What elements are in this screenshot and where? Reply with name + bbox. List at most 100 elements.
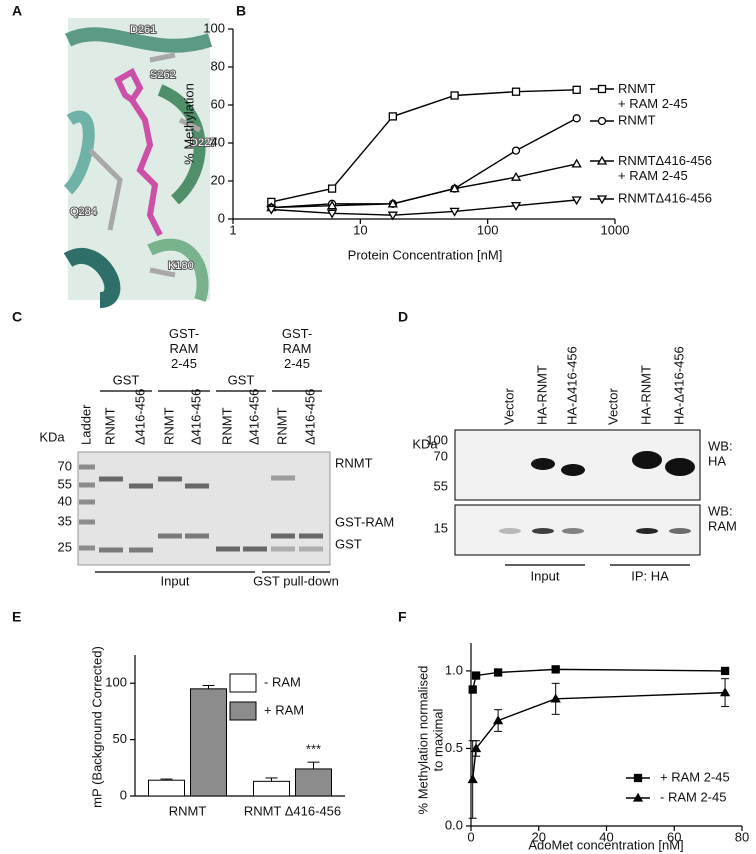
lane-label: RNMT — [219, 407, 234, 445]
marker — [510, 202, 522, 212]
blot-band — [665, 458, 695, 476]
bar — [190, 688, 227, 797]
y-axis-title: mP (Background Corrected) — [89, 646, 104, 808]
y-axis-title: % Methylation normalisedto maximal — [416, 666, 446, 815]
y-tick-label: 40 — [211, 134, 225, 149]
legend-label: RNMT — [618, 112, 656, 127]
marker — [388, 112, 397, 121]
y-tick-label: 100 — [203, 20, 225, 35]
marker-label: 70 — [58, 458, 72, 473]
lane-label: Δ416-456 — [132, 389, 147, 445]
y-tick-label: 60 — [211, 96, 225, 111]
marker — [468, 685, 477, 694]
y-tick-label: 0.5 — [445, 740, 463, 755]
gel-band — [129, 483, 153, 489]
gel-band — [271, 546, 295, 552]
gel-band — [99, 547, 123, 553]
x-tick-label: RNMT Δ416-456 — [244, 803, 341, 818]
section-label: GST pull-down — [253, 573, 339, 588]
lane-label: Δ416-456 — [246, 389, 261, 445]
lane-label: Vector — [501, 387, 516, 425]
bar — [253, 780, 290, 797]
legend-swatch — [229, 673, 257, 693]
series-line — [472, 668, 726, 690]
bar — [148, 779, 185, 797]
probe-label: WB: RAM — [708, 504, 737, 534]
y-tick-label: 50 — [113, 731, 127, 746]
marker — [493, 668, 503, 677]
y-tick-label: 20 — [211, 172, 225, 187]
group-label: GST-RAM 2-45 — [169, 326, 199, 371]
marker — [470, 743, 482, 753]
gel-band — [79, 545, 95, 551]
marker — [571, 196, 582, 206]
y-tick-label: 0 — [120, 787, 127, 802]
lane-label: RNMT — [161, 407, 176, 445]
lane-label: HA-Δ416-456 — [564, 346, 579, 425]
panel-label: D — [398, 309, 408, 325]
group-label: GST-RAM 2-45 — [282, 326, 312, 371]
marker — [266, 205, 277, 215]
error-bar — [307, 761, 320, 769]
x-tick-label: 10 — [353, 222, 367, 237]
legend-marker — [632, 792, 644, 802]
band-label: RNMT — [335, 455, 373, 470]
marker-label: 25 — [58, 539, 72, 554]
gel-band — [185, 483, 209, 489]
bar — [295, 768, 332, 797]
marker — [471, 671, 481, 680]
group-label: GST — [113, 372, 140, 387]
x-tick-label: 0 — [467, 829, 474, 844]
x-tick-label: 1000 — [601, 222, 630, 237]
marker — [551, 665, 560, 674]
legend-marker — [596, 155, 608, 165]
legend-marker — [633, 773, 643, 783]
blot-band — [532, 528, 554, 534]
marker-label: 100 — [426, 432, 448, 447]
legend-label: RNMT + RAM 2-45 — [618, 81, 688, 111]
error-bar — [265, 777, 278, 782]
y-tick-label: 0.0 — [445, 817, 463, 832]
y-tick-label: 100 — [105, 675, 127, 690]
panel-label: A — [12, 3, 22, 19]
lane-label: HA-Δ416-456 — [671, 346, 686, 425]
marker — [492, 715, 504, 725]
residue-label: D227 — [190, 137, 216, 149]
gel-band — [79, 482, 95, 488]
gel-band — [299, 533, 323, 539]
x-tick-label: 100 — [477, 222, 499, 237]
error-bar — [160, 778, 173, 781]
legend-swatch — [229, 701, 257, 721]
marker-label: 40 — [58, 493, 72, 508]
blot-band — [636, 528, 658, 534]
marker-label: 55 — [58, 476, 72, 491]
marker — [719, 687, 731, 697]
residue-label: Q284 — [70, 206, 97, 218]
lane-label: Δ416-456 — [188, 389, 203, 445]
blot-band — [562, 528, 584, 534]
gel-band — [299, 546, 323, 552]
blot-band — [669, 528, 691, 534]
marker — [572, 114, 581, 123]
marker — [327, 184, 337, 193]
x-tick-label: 40 — [599, 829, 613, 844]
blot-band — [561, 464, 585, 476]
residue-label: D261 — [130, 24, 156, 36]
lane-label: RNMT — [102, 407, 117, 445]
lane-label: Δ416-456 — [302, 389, 317, 445]
section-label: IP: HA — [631, 568, 669, 583]
lane-label: Ladder — [78, 404, 93, 445]
blot-bands — [499, 451, 695, 534]
gel-band — [271, 533, 295, 539]
marker — [467, 774, 478, 784]
gel-band — [79, 519, 95, 525]
panel-label: E — [12, 609, 21, 625]
x-axis-title: AdoMet concentration [nM] — [528, 837, 683, 852]
x-tick-label: 80 — [735, 829, 749, 844]
marker — [326, 200, 338, 210]
legend-label: - RAM 2-45 — [660, 789, 726, 804]
lane-label: RNMT — [274, 407, 289, 445]
gel-band — [79, 499, 95, 505]
series-line — [271, 163, 577, 209]
blot-band — [632, 451, 662, 469]
